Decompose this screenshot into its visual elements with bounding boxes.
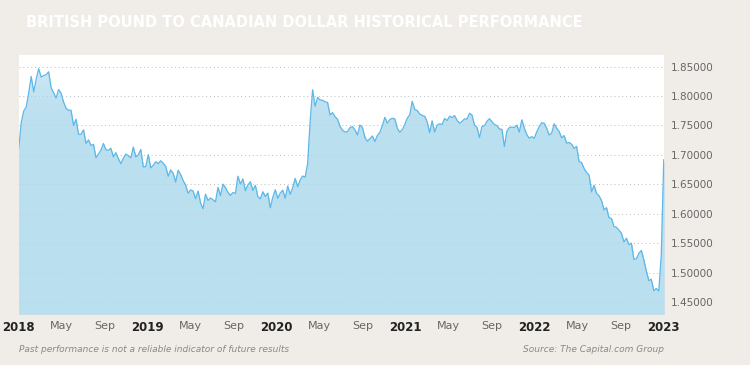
Text: Source: The Capital.com Group: Source: The Capital.com Group — [523, 345, 664, 354]
Text: BRITISH POUND TO CANADIAN DOLLAR HISTORICAL PERFORMANCE: BRITISH POUND TO CANADIAN DOLLAR HISTORI… — [26, 15, 583, 30]
Text: Past performance is not a reliable indicator of future results: Past performance is not a reliable indic… — [19, 345, 289, 354]
